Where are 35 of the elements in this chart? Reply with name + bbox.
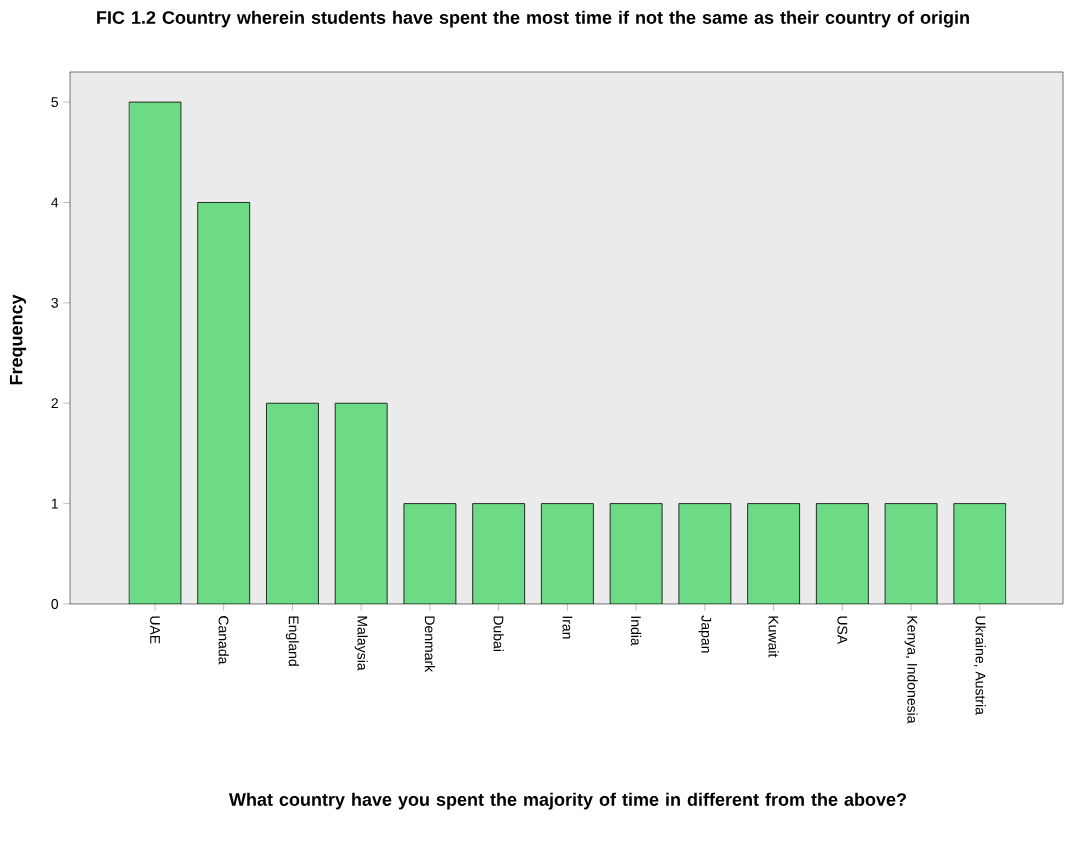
y-tick-label: 0 — [51, 599, 59, 609]
bar — [953, 503, 1007, 604]
x-tick-label: India — [630, 616, 642, 646]
x-tick-label: Japan — [698, 615, 712, 653]
y-tick-label: 2 — [51, 398, 58, 409]
bar — [335, 403, 388, 604]
y-axis-title: Frequency — [9, 294, 27, 385]
chart-title: FIC 1.2 Country wherein students have spent the most time if not the same as their country of origin — [97, 10, 969, 28]
bar — [885, 503, 938, 604]
x-tick-label: USA — [837, 616, 848, 645]
y-tick-label: 3 — [51, 297, 59, 308]
x-tick-label: Dubai — [493, 616, 504, 651]
y-tick-label: 1 — [51, 498, 58, 509]
x-tick-label: UAE — [150, 616, 160, 644]
x-tick-label: Denmark — [424, 616, 436, 673]
bar — [403, 503, 456, 604]
bar — [197, 202, 250, 604]
bar — [816, 503, 869, 604]
x-tick-label: Ukraine, Austria — [973, 616, 986, 715]
bar — [678, 503, 731, 604]
x-tick-label: England — [285, 616, 299, 666]
x-tick-label: Malaysia — [354, 616, 368, 671]
bar — [472, 503, 525, 604]
bar — [128, 102, 181, 604]
bar — [747, 503, 800, 604]
y-tick-label: 4 — [51, 197, 59, 208]
x-axis-title: What country have you spent the majority of time in different from the above? — [229, 792, 906, 810]
x-tick-label: Kenya, Indonesia — [904, 616, 918, 724]
x-tick-label: Kuwait — [768, 616, 779, 658]
bar — [610, 503, 663, 604]
y-tick-label: 5 — [51, 97, 59, 107]
bar — [266, 403, 319, 604]
bar — [541, 503, 594, 604]
x-tick-label: Canada — [218, 616, 229, 665]
x-tick-label: Iran — [562, 616, 573, 639]
